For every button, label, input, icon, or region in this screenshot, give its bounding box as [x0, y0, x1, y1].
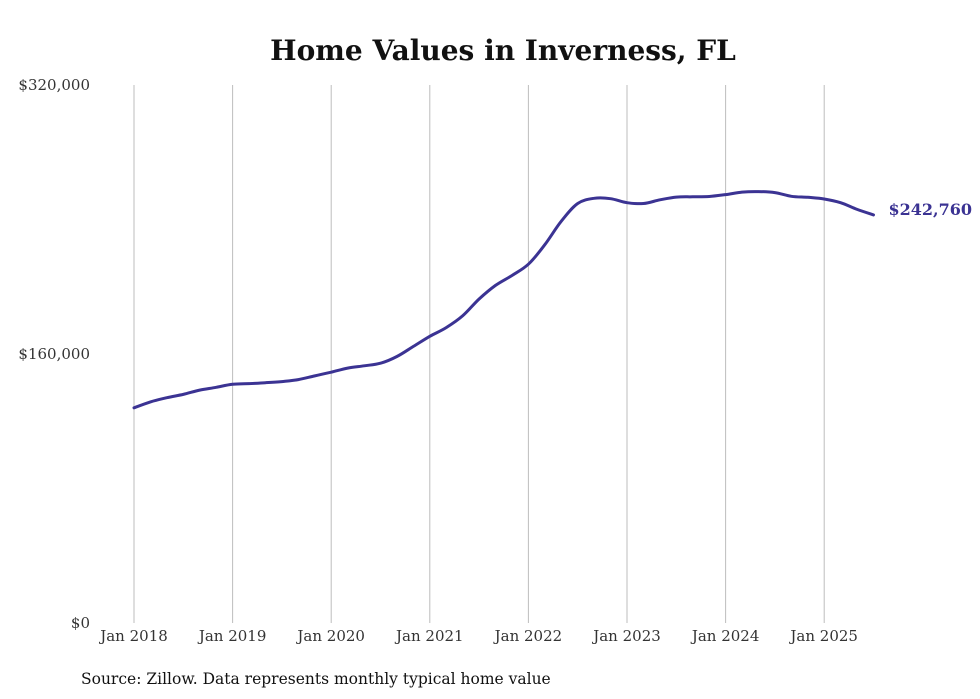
gridlines [133, 85, 825, 623]
end-value-label: $242,760 [889, 200, 973, 219]
y-tick-label: $320,000 [18, 76, 90, 94]
x-tick-label: Jan 2023 [591, 627, 661, 645]
source-note: Source: Zillow. Data represents monthly … [81, 670, 551, 688]
chart-title: Home Values in Inverness, FL [270, 34, 736, 67]
x-tick-label: Jan 2025 [788, 627, 858, 645]
x-tick-label: Jan 2024 [690, 627, 760, 645]
home-value-series-line [132, 190, 875, 410]
x-tick-label: Jan 2022 [493, 627, 563, 645]
y-tick-label: $0 [71, 614, 90, 632]
x-tick-label: Jan 2018 [98, 627, 168, 645]
x-tick-label: Jan 2019 [197, 627, 267, 645]
y-tick-label: $160,000 [18, 345, 90, 363]
x-tick-label: Jan 2021 [394, 627, 464, 645]
y-axis-ticks: $0 $160,000 $320,000 [18, 76, 90, 632]
x-axis-ticks: Jan 2018 Jan 2019 Jan 2020 Jan 2021 Jan 2022… [98, 627, 858, 645]
x-tick-label: Jan 2020 [295, 627, 365, 645]
